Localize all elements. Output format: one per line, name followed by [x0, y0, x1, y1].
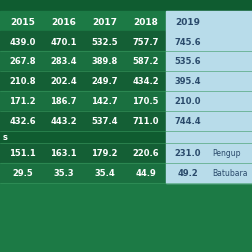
Bar	[165, 92, 252, 112]
Text: 432.6: 432.6	[9, 117, 36, 126]
Bar	[165, 12, 252, 32]
Text: 35.4: 35.4	[94, 169, 114, 178]
Text: 210.0: 210.0	[174, 97, 200, 106]
Bar	[0, 183, 252, 252]
Text: 231.0: 231.0	[174, 149, 200, 158]
Text: Pengup: Pengup	[211, 149, 240, 158]
Text: 2017: 2017	[92, 17, 116, 26]
Text: 44.9: 44.9	[135, 169, 155, 178]
Text: 49.2: 49.2	[177, 169, 198, 178]
Text: 35.3: 35.3	[53, 169, 74, 178]
Text: 470.1: 470.1	[50, 37, 76, 46]
Bar	[165, 72, 252, 92]
Text: 29.5: 29.5	[12, 169, 33, 178]
Text: 434.2: 434.2	[132, 77, 158, 86]
Text: 220.6: 220.6	[132, 149, 158, 158]
Text: 163.1: 163.1	[50, 149, 77, 158]
Text: 757.7: 757.7	[132, 37, 158, 46]
Bar	[0, 163, 252, 183]
Text: 249.7: 249.7	[91, 77, 117, 86]
Text: 711.0: 711.0	[132, 117, 158, 126]
Text: 2018: 2018	[133, 17, 157, 26]
Text: 2016: 2016	[51, 17, 76, 26]
Bar	[0, 132, 252, 143]
Text: 202.4: 202.4	[50, 77, 77, 86]
Text: 170.5: 170.5	[132, 97, 158, 106]
Bar	[0, 32, 252, 52]
Text: 532.5: 532.5	[91, 37, 117, 46]
Text: 142.7: 142.7	[91, 97, 117, 106]
Bar	[165, 163, 252, 183]
Text: 744.4: 744.4	[174, 117, 201, 126]
Text: 439.0: 439.0	[9, 37, 36, 46]
Text: s: s	[3, 133, 8, 142]
Text: 745.6: 745.6	[174, 37, 201, 46]
Bar	[165, 32, 252, 52]
Text: 2019: 2019	[175, 17, 200, 26]
Bar	[165, 52, 252, 72]
Bar	[165, 132, 252, 143]
Text: Batubara: Batubara	[211, 169, 246, 178]
Bar	[0, 143, 252, 163]
Text: 537.4: 537.4	[91, 117, 117, 126]
Text: 179.2: 179.2	[91, 149, 117, 158]
Text: 171.2: 171.2	[9, 97, 36, 106]
Bar	[0, 0, 252, 12]
Text: 587.2: 587.2	[132, 57, 158, 66]
Text: 535.6: 535.6	[174, 57, 201, 66]
Text: 389.8: 389.8	[91, 57, 117, 66]
Text: 210.8: 210.8	[9, 77, 36, 86]
Text: 186.7: 186.7	[50, 97, 76, 106]
Text: 443.2: 443.2	[50, 117, 77, 126]
Bar	[0, 12, 252, 32]
Bar	[0, 112, 252, 132]
Text: 2015: 2015	[10, 17, 35, 26]
Text: 267.8: 267.8	[9, 57, 36, 66]
Text: 395.4: 395.4	[174, 77, 200, 86]
Bar	[165, 143, 252, 163]
Bar	[165, 112, 252, 132]
Text: 283.4: 283.4	[50, 57, 76, 66]
Bar	[0, 72, 252, 92]
Text: 151.1: 151.1	[9, 149, 36, 158]
Bar	[0, 92, 252, 112]
Bar	[0, 52, 252, 72]
